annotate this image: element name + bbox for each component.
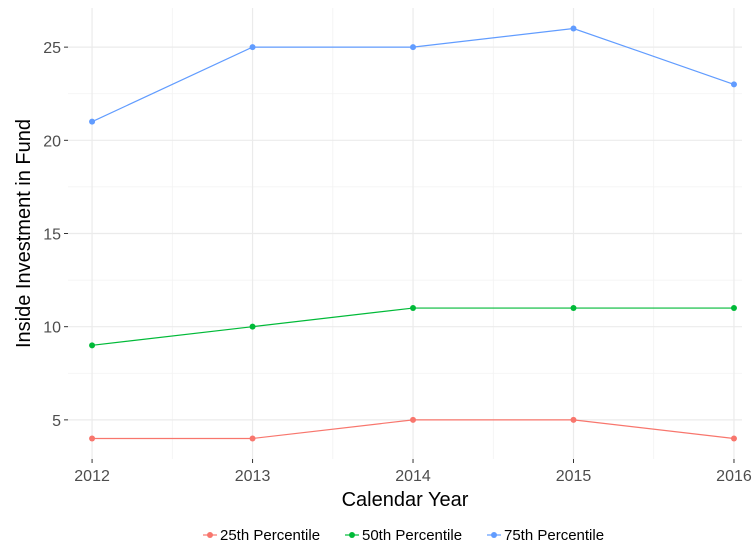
x-tick-label: 2014 — [395, 468, 431, 485]
data-point — [570, 25, 577, 32]
data-point — [410, 305, 417, 312]
legend-label: 50th Percentile — [362, 527, 462, 544]
x-tick-label: 2012 — [74, 468, 110, 485]
y-tick-label: 15 — [43, 227, 61, 244]
x-axis-ticks: 2012 2013 2014 2015 2016 — [74, 459, 752, 485]
data-point — [249, 323, 256, 330]
legend-key-point — [349, 532, 355, 538]
legend-label: 75th Percentile — [504, 527, 604, 544]
data-point — [89, 342, 96, 349]
data-series — [89, 25, 737, 442]
legend-item: 25th Percentile — [203, 527, 320, 544]
grid-lines — [68, 8, 742, 459]
legend: 25th Percentile 50th Percentile 75th Perce… — [203, 527, 604, 544]
data-point — [730, 305, 737, 312]
legend-key-point — [207, 532, 213, 538]
data-point — [730, 435, 737, 442]
data-point — [89, 118, 96, 125]
legend-key-point — [491, 532, 497, 538]
data-point — [249, 435, 256, 442]
legend-label: 25th Percentile — [220, 527, 320, 544]
series-1 — [89, 416, 737, 442]
legend-item: 75th Percentile — [487, 527, 604, 544]
series-3 — [89, 25, 737, 125]
x-axis-title: Calendar Year — [342, 489, 469, 511]
series-2 — [89, 305, 737, 349]
data-point — [410, 44, 417, 51]
data-point — [570, 416, 577, 423]
data-point — [730, 81, 737, 88]
y-axis-title: Inside Investment in Fund — [13, 119, 35, 348]
data-point — [89, 435, 96, 442]
x-tick-label: 2016 — [716, 468, 752, 485]
y-tick-label: 20 — [43, 133, 61, 150]
data-point — [570, 305, 577, 312]
y-tick-label: 10 — [43, 320, 61, 337]
data-point — [410, 416, 417, 423]
y-tick-label: 5 — [52, 413, 61, 430]
data-point — [249, 44, 256, 51]
y-tick-label: 25 — [43, 40, 61, 57]
legend-item: 50th Percentile — [345, 527, 462, 544]
y-axis-ticks: 5 10 15 20 25 — [43, 40, 68, 430]
x-tick-label: 2013 — [235, 468, 271, 485]
x-tick-label: 2015 — [556, 468, 592, 485]
